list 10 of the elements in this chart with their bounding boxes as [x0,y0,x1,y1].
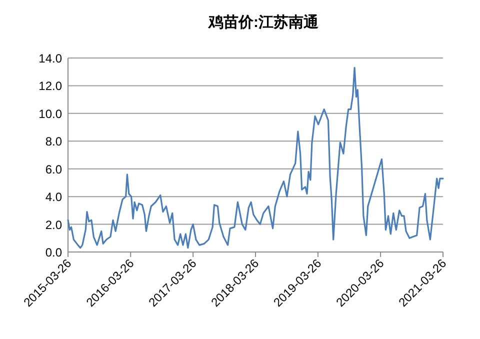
y-tick-label: 14.0 [38,52,62,66]
y-tick-label: 6.0 [45,162,62,176]
line-series [67,66,444,249]
y-tick-label: 4.0 [45,190,62,204]
y-tick-label: 10.0 [38,106,62,121]
y-tick-label: 0.0 [45,246,62,260]
y-tick-label: 8.0 [45,134,62,149]
y-tick-label: 2.0 [45,218,62,232]
y-tick-label: 12.0 [38,79,62,94]
chart-title: 鸡苗价:江苏南通 [208,14,320,31]
